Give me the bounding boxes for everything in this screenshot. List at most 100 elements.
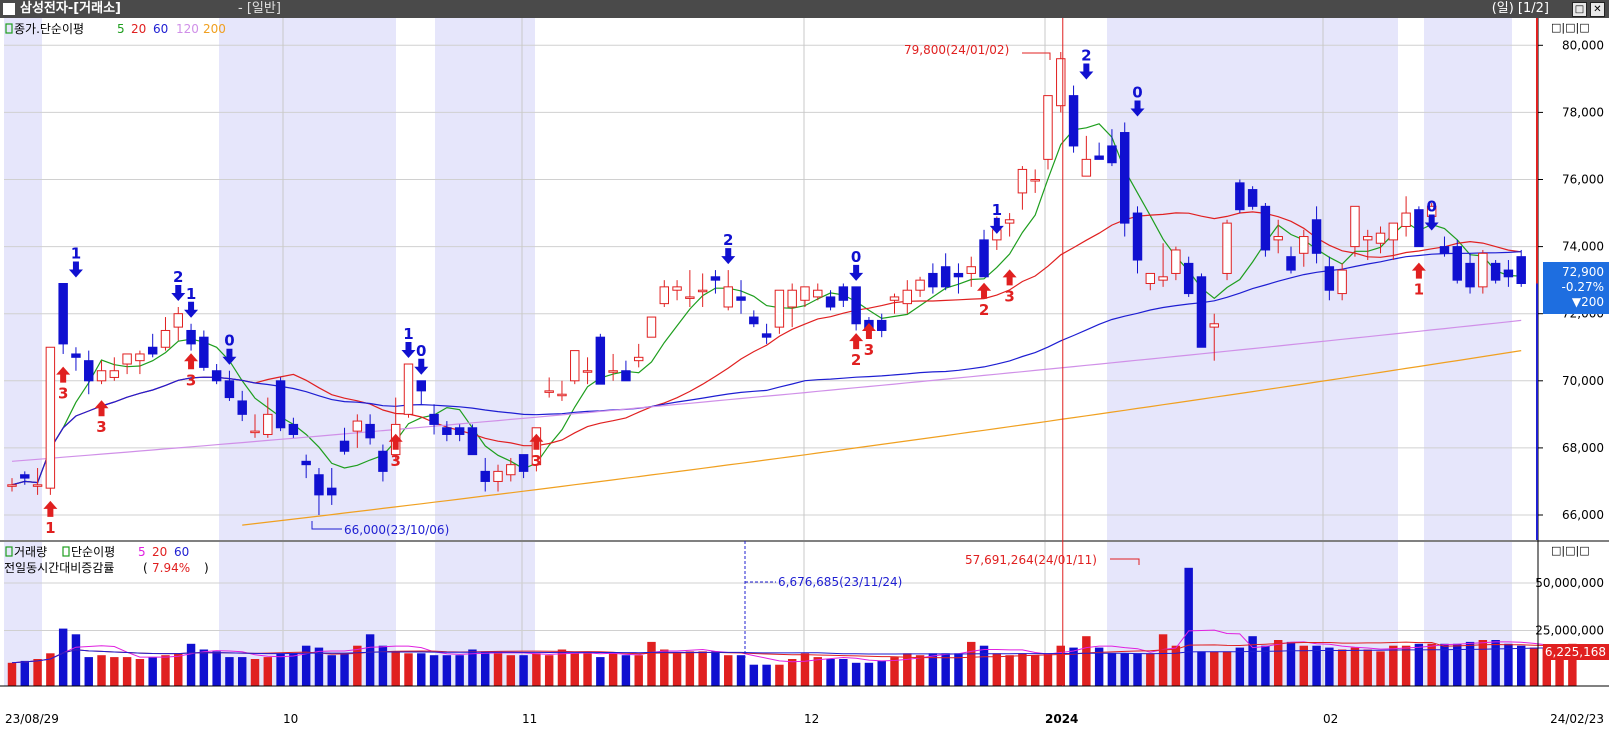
volume-bar[interactable] [1171,645,1181,686]
candle[interactable] [71,353,81,358]
candle[interactable] [1081,158,1092,177]
candle[interactable] [1260,205,1271,251]
candle[interactable] [825,296,836,308]
volume-bar[interactable] [1043,653,1053,686]
candle[interactable] [1094,155,1104,160]
volume-bar[interactable] [391,651,400,686]
candle[interactable] [761,333,772,338]
candle[interactable] [442,427,452,435]
volume-bar[interactable] [442,655,452,686]
candle[interactable] [352,420,363,432]
volume-bar[interactable] [1261,645,1270,686]
candle[interactable] [710,276,721,281]
volume-bar[interactable] [301,645,311,686]
candle[interactable] [1465,262,1475,288]
volume-bar[interactable] [506,655,516,686]
candle[interactable] [1222,222,1232,274]
volume-bar[interactable] [1312,645,1321,686]
candle[interactable] [889,296,900,301]
volume-bar[interactable] [736,655,746,686]
candle[interactable] [723,286,733,308]
volume-bar[interactable] [289,653,298,686]
volume-bar[interactable] [1056,645,1065,686]
volume-bar[interactable] [1529,647,1539,686]
volume-bar[interactable] [864,662,874,686]
candle[interactable] [1056,58,1066,107]
volume-bar[interactable] [468,649,477,687]
volume-bar[interactable] [276,653,285,686]
candle[interactable] [1196,276,1207,348]
volume-bar[interactable] [954,653,963,686]
volume-bar[interactable] [634,655,643,686]
volume-bar[interactable] [928,653,938,686]
candle[interactable] [403,363,414,415]
volume-bar[interactable] [979,645,989,686]
volume-bar[interactable] [967,641,976,686]
candle[interactable] [940,266,951,288]
candle[interactable] [774,289,785,328]
volume-bar[interactable] [1184,567,1193,686]
volume-bar[interactable] [1325,647,1334,686]
volume-bar[interactable] [110,657,119,686]
price-panel-buttons[interactable]: □|□|□ [1551,21,1590,34]
volume-bar[interactable] [1376,651,1385,686]
volume-bar[interactable] [1504,643,1513,686]
volume-bar[interactable] [365,634,375,686]
volume-bar[interactable] [481,651,490,686]
candle[interactable] [32,484,43,487]
volume-bar[interactable] [1389,645,1398,686]
volume-bar[interactable] [1107,653,1117,686]
maximize-button[interactable]: □ [1572,2,1587,17]
volume-bar[interactable] [660,649,669,687]
window-menu-icon[interactable] [3,3,15,15]
volume-bar[interactable] [46,653,55,686]
volume-bar[interactable] [84,657,93,686]
candle[interactable] [1516,256,1526,285]
candle[interactable] [672,286,682,291]
candle[interactable] [633,356,644,362]
candle[interactable] [1478,252,1488,288]
candle[interactable] [96,370,107,382]
candle[interactable] [851,286,861,325]
candle[interactable] [1004,219,1015,224]
candle[interactable] [454,427,465,435]
volume-bar[interactable] [851,662,861,686]
candle[interactable] [1273,236,1283,241]
volume-panel-buttons[interactable]: □|□|□ [1551,544,1590,557]
candle[interactable] [467,427,478,456]
volume-bar[interactable] [570,653,579,686]
volume-bar[interactable] [1299,645,1309,686]
candle[interactable] [1414,209,1424,248]
candle[interactable] [787,289,797,308]
candle[interactable] [160,329,171,348]
candle[interactable] [1132,212,1143,261]
volume-bar[interactable] [353,645,362,686]
candle[interactable] [211,370,222,382]
volume-bar[interactable] [1350,647,1360,686]
volume-bar[interactable] [787,659,797,686]
volume-bar[interactable] [1440,643,1449,686]
volume-bar[interactable] [1363,649,1372,687]
close-button[interactable]: ✕ [1590,2,1605,17]
volume-bar[interactable] [340,653,349,686]
volume-bar[interactable] [455,655,464,686]
candle[interactable] [327,487,337,496]
volume-bar[interactable] [800,653,810,686]
volume-bar[interactable] [404,653,413,686]
volume-bar[interactable] [1337,649,1347,687]
volume-bar[interactable] [1568,643,1577,686]
volume-bar[interactable] [1465,641,1475,686]
candle[interactable] [608,370,618,373]
volume-bar[interactable] [7,662,17,686]
candle[interactable] [1286,256,1296,271]
candle[interactable] [378,450,388,472]
volume-bar[interactable] [225,657,234,686]
volume-bar[interactable] [1542,647,1552,686]
volume-bar[interactable] [135,659,145,686]
volume-bar[interactable] [186,643,196,686]
candle[interactable] [1388,222,1399,241]
candle[interactable] [1235,182,1245,211]
volume-bar[interactable] [1414,643,1424,686]
volume-bar[interactable] [250,659,260,686]
volume-bar[interactable] [1222,651,1232,686]
